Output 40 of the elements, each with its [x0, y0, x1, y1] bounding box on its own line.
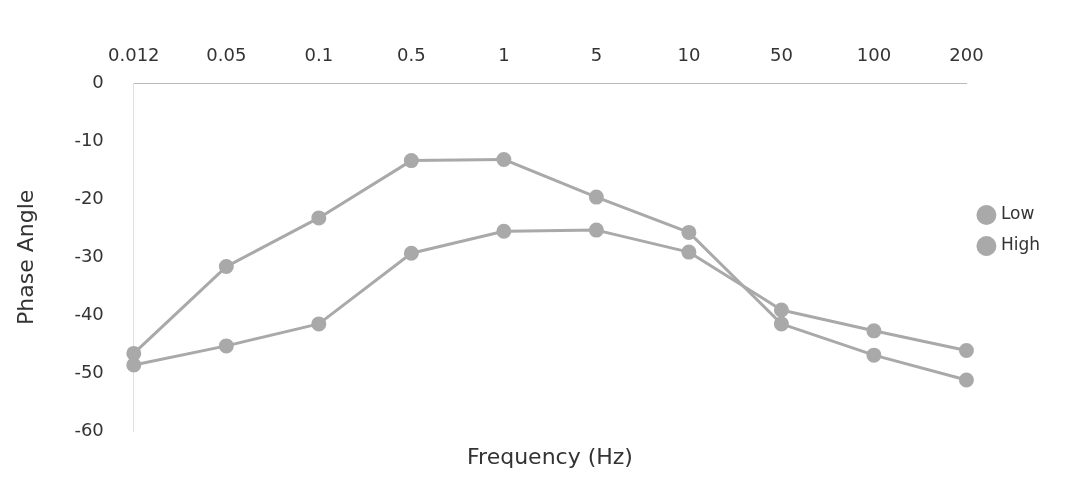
x-tick-label: 10 — [677, 44, 701, 66]
point — [958, 343, 974, 359]
point — [588, 189, 604, 205]
x-tick-label: 0.1 — [304, 44, 334, 66]
x-tick-label: 0.5 — [397, 44, 426, 66]
point — [496, 151, 512, 167]
legend-label: Low — [1000, 203, 1035, 224]
point — [773, 302, 789, 318]
x-tick-label: 50 — [769, 44, 793, 66]
point — [773, 316, 789, 332]
x-tick-label: 0.012 — [108, 44, 160, 66]
y-tick-label: -50 — [74, 360, 104, 382]
point — [403, 153, 419, 169]
point — [588, 222, 604, 238]
y-axis-title: Phase Angle — [12, 189, 38, 325]
point — [311, 316, 327, 332]
point — [126, 345, 142, 361]
x-tick-label: 100 — [856, 44, 892, 66]
y-tick-label: -10 — [74, 129, 104, 151]
point — [958, 372, 974, 388]
x-tick-label: 5 — [590, 44, 603, 66]
point — [681, 224, 697, 240]
point — [866, 347, 882, 363]
y-tick-label: -40 — [74, 302, 104, 324]
x-axis-title: Frequency (Hz) — [466, 444, 634, 469]
point — [218, 259, 234, 275]
point — [866, 323, 882, 339]
y-tick-label: -20 — [74, 187, 104, 209]
point — [496, 223, 512, 239]
point — [218, 338, 234, 354]
point — [403, 245, 419, 261]
y-tick-label: -60 — [74, 418, 104, 440]
y-tick-label: 0 — [92, 71, 104, 93]
x-tick-label: 1 — [498, 44, 510, 66]
point — [311, 210, 327, 226]
y-tick-label: -30 — [74, 244, 104, 266]
x-tick-label: 0.05 — [206, 44, 247, 66]
point — [681, 244, 697, 260]
legend-label: High — [1000, 234, 1041, 255]
x-tick-label: 200 — [949, 44, 984, 66]
